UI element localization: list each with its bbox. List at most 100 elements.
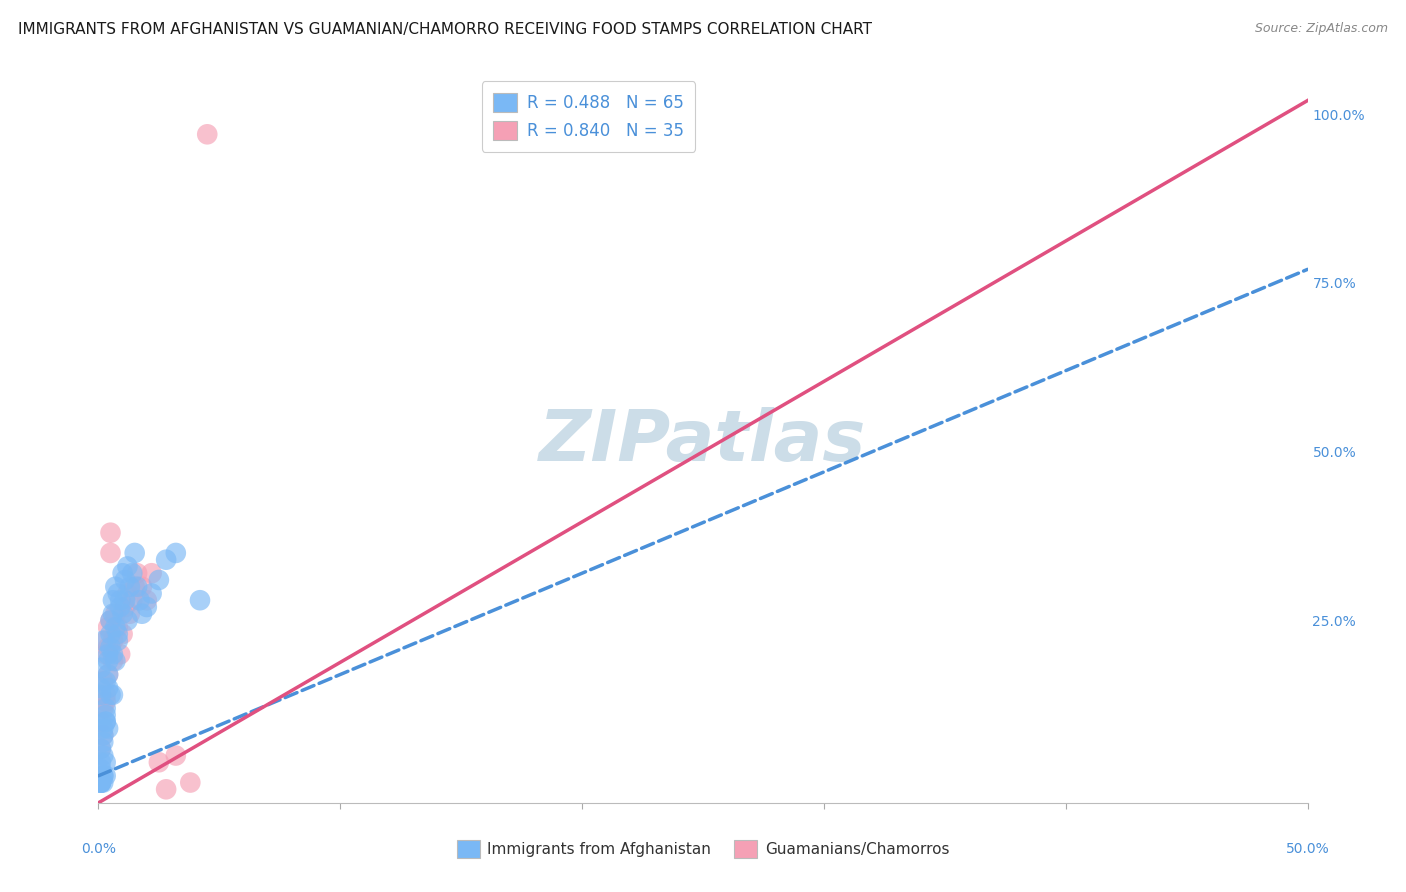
Point (117, 614, 139, 628)
Point (91, 728, 114, 742)
Point (165, 546, 187, 560)
Point (90, 688, 112, 702)
Point (155, 782, 177, 797)
Point (155, 552, 177, 566)
Point (91, 775, 114, 789)
Point (94, 714, 117, 729)
Text: ZIPatlas: ZIPatlas (540, 407, 866, 476)
Point (91, 769, 114, 783)
Point (100, 614, 122, 628)
Point (91, 735, 114, 749)
Point (97, 681, 120, 695)
Point (107, 586, 129, 600)
Point (128, 593, 150, 607)
Point (148, 756, 170, 770)
Point (195, 128, 218, 142)
Point (91, 769, 114, 783)
Point (91, 748, 114, 763)
Point (141, 566, 163, 581)
Point (101, 647, 124, 661)
Point (114, 599, 136, 614)
Point (101, 593, 124, 607)
Point (141, 586, 163, 600)
Point (94, 708, 117, 723)
Point (100, 640, 122, 655)
Legend: Immigrants from Afghanistan, Guamanians/Chamorros: Immigrants from Afghanistan, Guamanians/… (447, 830, 959, 867)
Point (94, 633, 117, 648)
Point (90, 775, 112, 789)
Point (100, 525, 122, 540)
Point (90, 661, 112, 675)
Text: IMMIGRANTS FROM AFGHANISTAN VS GUAMANIAN/CHAMORRO RECEIVING FOOD STAMPS CORRELAT: IMMIGRANTS FROM AFGHANISTAN VS GUAMANIAN… (18, 22, 872, 37)
Point (108, 647, 131, 661)
Point (148, 573, 170, 587)
Point (97, 640, 120, 655)
Point (135, 599, 157, 614)
Point (94, 694, 117, 708)
Point (90, 741, 112, 756)
Point (107, 627, 129, 641)
Point (94, 714, 117, 729)
Point (165, 748, 187, 763)
Point (127, 566, 149, 581)
Point (97, 667, 120, 681)
Point (94, 756, 117, 770)
Point (100, 688, 122, 702)
Point (111, 566, 134, 581)
Point (90, 775, 112, 789)
Point (100, 546, 122, 560)
Point (104, 620, 127, 634)
Text: Source: ZipAtlas.com: Source: ZipAtlas.com (1254, 22, 1388, 36)
Point (94, 674, 117, 689)
Point (90, 775, 112, 789)
Point (101, 633, 124, 648)
Point (90, 775, 112, 789)
Point (114, 593, 136, 607)
Point (97, 667, 120, 681)
Point (100, 614, 122, 628)
Point (124, 546, 146, 560)
Point (104, 607, 127, 621)
Point (188, 593, 211, 607)
Point (131, 607, 153, 621)
Text: 0.0%: 0.0% (82, 842, 115, 855)
Point (131, 580, 153, 594)
Point (135, 593, 157, 607)
Point (90, 756, 112, 770)
Point (101, 688, 124, 702)
Point (90, 714, 112, 729)
Point (94, 701, 117, 715)
Point (97, 647, 120, 661)
Point (111, 627, 134, 641)
Point (101, 654, 124, 668)
Point (104, 580, 127, 594)
Point (107, 633, 129, 648)
Point (104, 654, 127, 668)
Point (117, 586, 139, 600)
Text: 50.0%: 50.0% (1285, 842, 1330, 855)
Point (91, 722, 114, 736)
Point (179, 775, 201, 789)
Point (97, 620, 120, 634)
Point (117, 559, 139, 574)
Point (124, 580, 146, 594)
Point (94, 769, 117, 783)
Point (90, 762, 112, 776)
Point (114, 573, 136, 587)
Point (121, 593, 143, 607)
Point (100, 627, 122, 641)
Point (90, 681, 112, 695)
Point (90, 775, 112, 789)
Point (94, 647, 117, 661)
Point (111, 607, 134, 621)
Point (118, 607, 141, 621)
Point (94, 688, 117, 702)
Point (91, 701, 114, 715)
Point (97, 654, 120, 668)
Point (91, 633, 114, 648)
Point (127, 580, 149, 594)
Point (118, 580, 141, 594)
Point (108, 599, 131, 614)
Point (108, 593, 131, 607)
Point (91, 674, 114, 689)
